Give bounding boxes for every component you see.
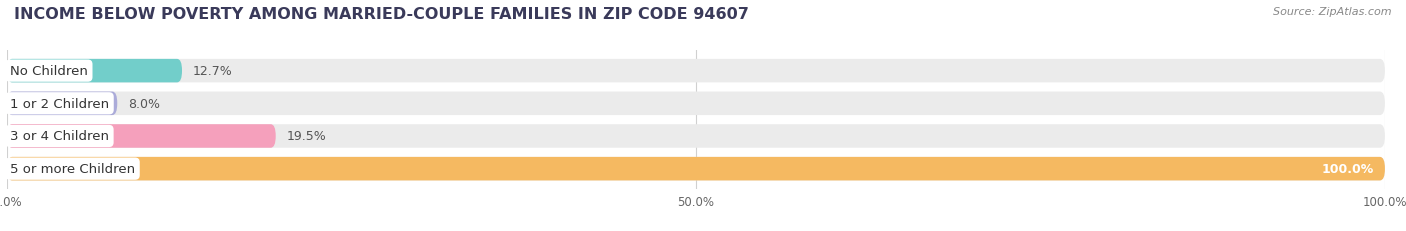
Text: 5 or more Children: 5 or more Children	[10, 162, 135, 175]
FancyBboxPatch shape	[7, 60, 1385, 83]
Text: 1 or 2 Children: 1 or 2 Children	[10, 97, 110, 110]
Text: 19.5%: 19.5%	[287, 130, 326, 143]
FancyBboxPatch shape	[7, 157, 1385, 181]
FancyBboxPatch shape	[7, 60, 181, 83]
FancyBboxPatch shape	[7, 92, 117, 116]
Text: Source: ZipAtlas.com: Source: ZipAtlas.com	[1274, 7, 1392, 17]
Text: 3 or 4 Children: 3 or 4 Children	[10, 130, 110, 143]
Text: 12.7%: 12.7%	[193, 65, 233, 78]
Text: INCOME BELOW POVERTY AMONG MARRIED-COUPLE FAMILIES IN ZIP CODE 94607: INCOME BELOW POVERTY AMONG MARRIED-COUPL…	[14, 7, 749, 22]
FancyBboxPatch shape	[7, 157, 1385, 181]
Text: 100.0%: 100.0%	[1322, 162, 1374, 175]
FancyBboxPatch shape	[7, 125, 1385, 148]
Text: 8.0%: 8.0%	[128, 97, 160, 110]
Text: No Children: No Children	[10, 65, 89, 78]
FancyBboxPatch shape	[7, 125, 276, 148]
FancyBboxPatch shape	[7, 92, 1385, 116]
